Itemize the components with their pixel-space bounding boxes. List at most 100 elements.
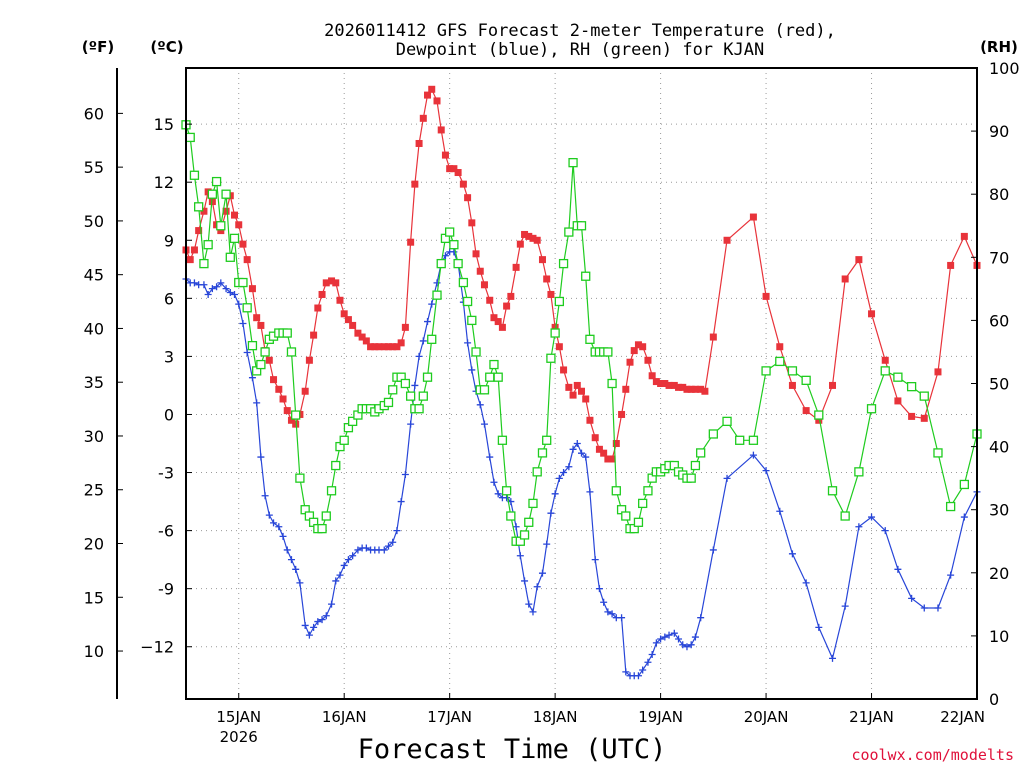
rh-point (638, 498, 648, 509)
rh-point (585, 334, 595, 344)
rh-point (207, 189, 218, 199)
temperature-point (437, 126, 445, 134)
temperature-point (424, 91, 432, 99)
rh-point (485, 372, 495, 382)
temperature-point (371, 343, 379, 351)
temperature-point (446, 165, 454, 173)
rh-point (814, 410, 824, 420)
dewpoint-point (555, 474, 563, 482)
temperature-point (464, 194, 472, 202)
temperature-point (503, 302, 511, 310)
temperature-point (569, 391, 577, 399)
dewpoint-point (881, 527, 889, 535)
rh-point (238, 277, 248, 288)
temperature-point (362, 337, 370, 345)
dewpoint-point (644, 658, 652, 666)
rh-point (445, 227, 455, 237)
rh-tick-label: 70 (989, 248, 1009, 267)
dewpoint-point (868, 513, 876, 521)
dewpoint-point (239, 319, 247, 327)
fahrenheit-tick-label: 20 (84, 535, 104, 554)
rh-point (827, 486, 838, 496)
dewpoint-point (582, 453, 590, 461)
dewpoint-point (310, 623, 318, 631)
temperature-point (652, 378, 660, 386)
temperature-point (393, 343, 401, 351)
dewpoint-point (468, 366, 476, 374)
temperature-point (622, 385, 630, 393)
rh-point (422, 372, 433, 382)
grid-lines (186, 68, 978, 699)
x-tick-label: 15JAN (216, 708, 261, 726)
temperature-point (543, 275, 551, 283)
rh-point (221, 189, 231, 199)
temperature-point (490, 314, 498, 322)
temperature-point (560, 366, 568, 374)
temperature-point (459, 180, 467, 188)
dewpoint-point (222, 285, 230, 293)
temperature-point (630, 347, 638, 355)
dewpoint-point (314, 618, 322, 626)
temperature-point (375, 343, 383, 351)
rh-point (493, 372, 503, 382)
dewpoint-point (292, 565, 300, 573)
site-credit: coolwx.com/modelts (851, 746, 1014, 764)
dewpoint-point (213, 283, 221, 291)
rh-point (317, 523, 327, 534)
dewpoint-point (516, 552, 524, 560)
dewpoint-point (393, 527, 401, 535)
temperature-point (494, 318, 502, 326)
temperature-point (749, 213, 757, 221)
temperature-point (578, 387, 585, 395)
rh-point (216, 221, 226, 231)
temperature-point (243, 256, 251, 264)
temperature-point (802, 407, 810, 415)
x-axis: 15JAN 2026 16JAN 17JAN 18JAN 19JAN 20JAN 21JAN 2… (216, 693, 985, 746)
dewpoint-point (538, 569, 546, 577)
dewpoint-point (829, 654, 837, 662)
rh-point (321, 511, 331, 521)
rh-point (854, 467, 864, 477)
x-tick-label: 22JAN (940, 708, 985, 726)
dewpoint-point (450, 248, 458, 256)
dewpoint-point (283, 546, 291, 554)
temperature-point (344, 316, 352, 324)
rh-point (722, 416, 732, 427)
temperature-point (608, 455, 616, 463)
dewpoint-point (618, 614, 626, 622)
dewpoint-point (776, 507, 784, 515)
dewpoint-point (476, 401, 484, 409)
rh-point (537, 448, 548, 458)
temperature-point (960, 232, 968, 240)
temperature-point (380, 343, 388, 351)
temperature-point (384, 343, 392, 351)
fahrenheit-tick-label: 35 (84, 373, 104, 392)
celsius-tick-label: 12 (154, 173, 174, 192)
temperature-point (920, 414, 928, 422)
rh-point (611, 486, 621, 496)
dewpoint-point (407, 420, 415, 428)
temperature-point (480, 281, 488, 289)
dewpoint-point (855, 523, 863, 531)
dewpoint-point (231, 290, 239, 298)
temperature-point (525, 232, 533, 240)
rh-point (558, 258, 569, 269)
dewpoint-point (547, 509, 555, 517)
dewpoint-point (691, 633, 699, 641)
temperature-point (265, 356, 273, 364)
dewpoint-point (433, 279, 441, 287)
dewpoint-point (253, 399, 261, 407)
rh-point (418, 391, 428, 401)
dewpoint-line (185, 251, 978, 677)
temperature-point (217, 227, 225, 235)
title-line-2: Dewpoint (blue), RH (green) for KJAN (396, 40, 764, 60)
dewpoint-point (788, 550, 796, 558)
temperature-point (934, 368, 942, 376)
temperature-point (634, 341, 642, 349)
temperature-point (287, 416, 295, 424)
dewpoint-point (802, 579, 810, 587)
rh-point (787, 366, 798, 376)
temperature-point (612, 440, 620, 448)
